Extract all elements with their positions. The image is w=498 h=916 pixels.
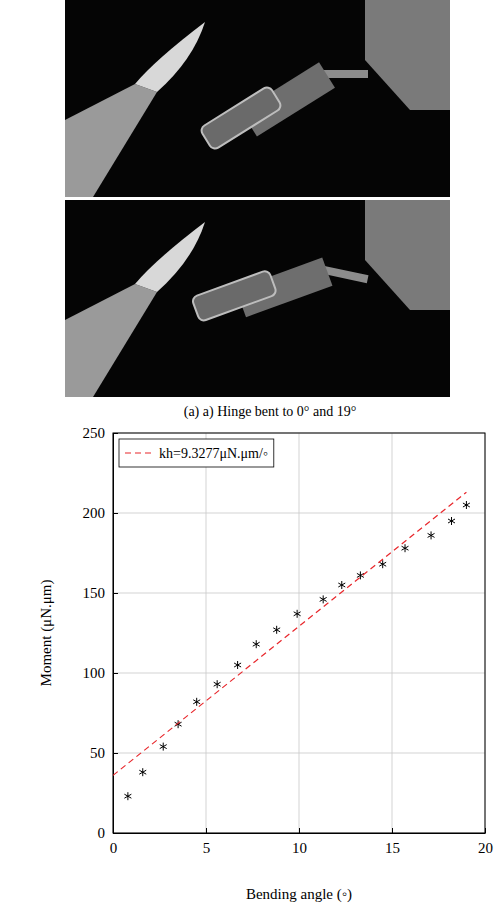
data-point xyxy=(320,595,327,603)
data-point xyxy=(193,698,200,706)
anchor xyxy=(365,200,450,310)
tick-mark xyxy=(113,513,118,514)
grid-line-x xyxy=(392,433,393,833)
tick-label: 50 xyxy=(90,745,105,761)
tick-label: 150 xyxy=(83,585,106,601)
hinge-arm xyxy=(199,62,368,150)
photo-background xyxy=(65,0,450,197)
data-point xyxy=(214,680,221,688)
photo xyxy=(65,200,450,397)
grid xyxy=(113,433,485,833)
tick-mark xyxy=(113,673,118,674)
data-point xyxy=(338,581,345,589)
grid-line-y xyxy=(113,673,485,674)
probe xyxy=(65,84,157,197)
arm-head xyxy=(191,270,277,322)
plot-frame xyxy=(113,433,485,833)
hinge xyxy=(323,70,368,78)
anchor xyxy=(365,0,450,110)
data-point xyxy=(160,743,167,751)
grid-line-x xyxy=(206,433,207,833)
arm-head xyxy=(199,85,282,151)
tick-label: 10 xyxy=(292,840,307,856)
tick: 15 xyxy=(385,828,400,856)
fit-line xyxy=(113,492,466,775)
grid-line-y xyxy=(113,513,485,514)
probe-edge xyxy=(135,22,205,92)
tick-mark xyxy=(113,593,118,594)
y-axis-title: Moment (μN.μm) xyxy=(38,580,55,687)
caption: (a) a) Hinge bent to 0° and 19° xyxy=(184,404,357,420)
tick-label: 0 xyxy=(110,840,118,856)
tick: 50 xyxy=(90,745,118,761)
chart: 05101520050100150200250kh=9.3277μN.μm/◦B… xyxy=(38,425,493,903)
tick: 10 xyxy=(292,828,307,856)
photo xyxy=(65,0,450,197)
x-axis-title: Bending angle (◦) xyxy=(246,886,352,903)
grid-line-y xyxy=(113,753,485,754)
legend: kh=9.3277μN.μm/◦ xyxy=(119,439,274,467)
data-point xyxy=(402,544,409,552)
tick-label: 250 xyxy=(83,425,106,441)
data-point xyxy=(294,610,301,618)
tick-label: 5 xyxy=(203,840,211,856)
tick-label: 200 xyxy=(83,505,106,521)
tick-label: 100 xyxy=(83,665,106,681)
hinge-arm xyxy=(187,233,370,355)
legend-box xyxy=(119,439,274,467)
data-point xyxy=(124,792,131,800)
tick: 5 xyxy=(203,828,211,856)
data-point xyxy=(463,501,470,509)
probe-edge xyxy=(135,222,205,292)
data-point xyxy=(448,517,455,525)
legend-swatch xyxy=(125,452,153,453)
grid-line-y xyxy=(113,593,485,594)
tick-mark xyxy=(299,828,300,833)
data-point xyxy=(175,720,182,728)
grid-line-x xyxy=(299,433,300,833)
tick-mark xyxy=(392,828,393,833)
tick-mark xyxy=(113,753,118,754)
data-point xyxy=(234,661,241,669)
x-axis: 0 5 10 15 20 xyxy=(110,828,493,856)
data-point xyxy=(139,768,146,776)
tick-mark xyxy=(206,828,207,833)
data-point xyxy=(253,640,260,648)
figure: (a) a) Hinge bent to 0° and 19°051015200… xyxy=(0,0,498,916)
tick-label: 0 xyxy=(98,825,106,841)
tick-label: 15 xyxy=(385,840,400,856)
marks xyxy=(113,492,470,800)
data-point xyxy=(428,531,435,539)
legend-label: kh=9.3277μN.μm/◦ xyxy=(159,446,268,461)
data-point xyxy=(273,626,280,634)
probe xyxy=(65,284,157,397)
tick-label: 20 xyxy=(478,840,493,856)
photo-background xyxy=(65,200,450,397)
